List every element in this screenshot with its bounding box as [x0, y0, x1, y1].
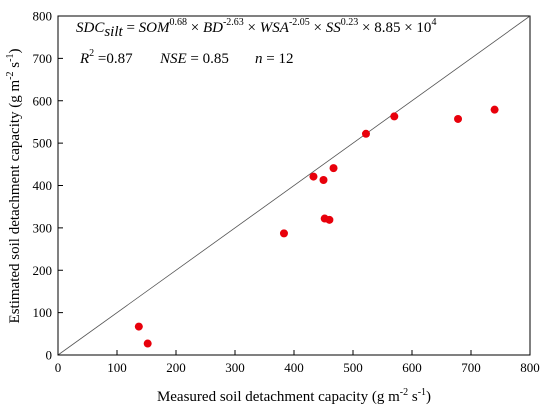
eq-term-ss: SS	[326, 20, 342, 36]
x-axis-ticks: 0 100 200 300 400 500 600 700 800	[55, 350, 540, 375]
eq-exp-wsa: -2.05	[289, 17, 310, 28]
eq-lhs: SDC	[76, 20, 105, 36]
data-point	[134, 322, 143, 331]
x-tick-label: 300	[225, 360, 245, 375]
data-point	[390, 112, 399, 121]
y-title-exp1: -2	[5, 71, 16, 79]
data-point	[454, 114, 463, 123]
equation-annotation: SDCsilt = SOM0.68 × BD-2.63 × WSA-2.05 ×…	[76, 17, 436, 40]
stats-annotation: R2 =0.87 NSE = 0.85 n = 12	[79, 48, 293, 67]
stat-n-value: = 12	[263, 51, 294, 67]
eq-exp-som: 0.68	[169, 17, 187, 28]
y-tick-label: 0	[46, 348, 53, 363]
stat-r2-exp: 2	[89, 48, 94, 59]
y-tick-label: 100	[33, 305, 53, 320]
x-tick-label: 400	[284, 360, 304, 375]
x-tick-label: 100	[107, 360, 127, 375]
eq-mult-2: ×	[244, 20, 260, 36]
y-title-end: )	[7, 49, 23, 54]
eq-mult-3: ×	[310, 20, 326, 36]
stat-nse-value: = 0.85	[187, 51, 229, 67]
x-tick-label: 600	[402, 360, 422, 375]
x-title-end: )	[426, 389, 431, 405]
data-point	[361, 129, 370, 138]
eq-term-bd: BD	[203, 20, 223, 36]
y-tick-label: 500	[33, 136, 53, 151]
data-point	[279, 229, 288, 238]
eq-term-som: SOM	[139, 20, 171, 36]
data-point	[143, 339, 152, 348]
data-point	[329, 164, 338, 173]
y-tick-label: 400	[33, 178, 53, 193]
x-tick-label: 800	[520, 360, 540, 375]
stat-r2-value: =0.87	[94, 51, 133, 67]
y-tick-label: 800	[33, 9, 53, 24]
y-title-mid: s	[7, 62, 23, 72]
x-title-mid: s	[408, 389, 418, 405]
eq-exp-ss: 0.23	[341, 17, 359, 28]
y-tick-label: 700	[33, 51, 53, 66]
eq-exp-bd: -2.63	[223, 17, 244, 28]
stat-nse-label: NSE	[159, 51, 187, 67]
y-tick-label: 200	[33, 263, 53, 278]
y-title-exp2: -1	[5, 54, 16, 62]
y-tick-label: 600	[33, 93, 53, 108]
data-point	[490, 105, 499, 114]
eq-constant-exp: 4	[431, 17, 436, 28]
stat-r2-label: R	[79, 51, 89, 67]
x-tick-label: 500	[343, 360, 363, 375]
data-point	[325, 215, 334, 224]
eq-mult-4: ×	[358, 20, 374, 36]
x-tick-label: 0	[55, 360, 62, 375]
x-title-exp2: -1	[418, 387, 426, 398]
eq-constant: 8.85 × 10	[374, 20, 431, 36]
data-point	[309, 172, 318, 181]
stat-n-label: n	[255, 51, 263, 67]
x-tick-label: 200	[166, 360, 186, 375]
y-axis-ticks: 0 100 200 300 400 500 600 700 800	[33, 9, 63, 363]
data-points	[134, 105, 499, 348]
eq-term-wsa: WSA	[260, 20, 290, 36]
y-title-main: Estimated soil detachment capacity (g m	[7, 79, 23, 323]
y-axis-title: Estimated soil detachment capacity (g m-…	[5, 49, 23, 324]
x-title-exp1: -2	[400, 387, 408, 398]
x-axis-title: Measured soil detachment capacity (g m-2…	[157, 387, 431, 405]
x-tick-label: 700	[461, 360, 481, 375]
eq-equals: =	[123, 20, 139, 36]
data-point	[319, 175, 328, 184]
eq-lhs-sub: silt	[104, 24, 123, 40]
x-title-main: Measured soil detachment capacity (g m	[157, 389, 400, 405]
y-tick-label: 300	[33, 220, 53, 235]
one-to-one-line	[57, 15, 531, 356]
eq-mult-1: ×	[187, 20, 203, 36]
